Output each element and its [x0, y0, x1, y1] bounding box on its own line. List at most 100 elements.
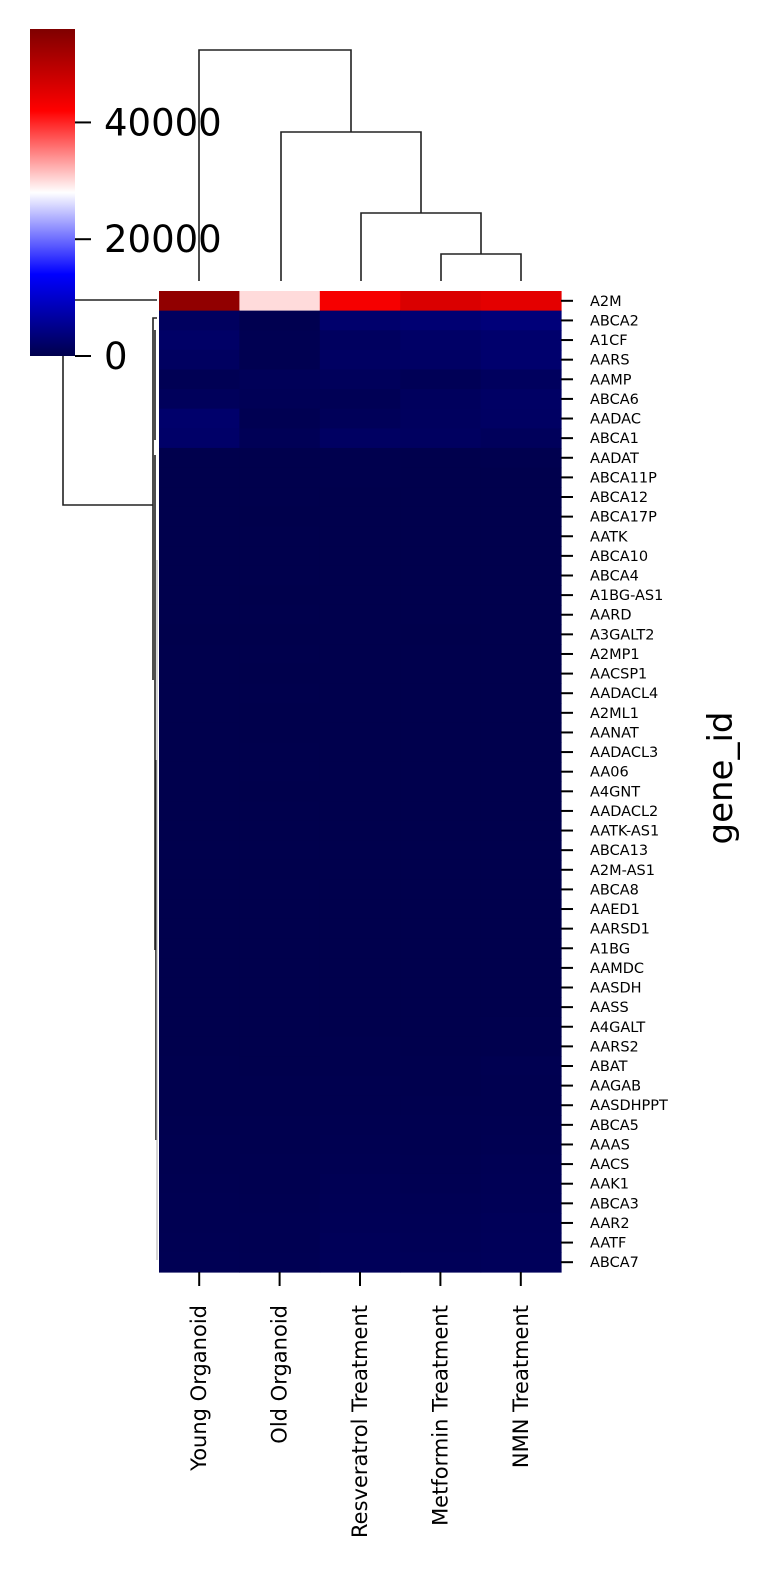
- heatmap-cell: [400, 526, 482, 547]
- heatmap-cell: [159, 1115, 240, 1136]
- heatmap-cell: [319, 683, 401, 704]
- heatmap-cell: [480, 879, 562, 900]
- heatmap-cell: [319, 585, 401, 606]
- heatmap-cell: [480, 1252, 562, 1273]
- heatmap-cell: [400, 820, 482, 841]
- heatmap-cell: [239, 742, 321, 763]
- heatmap-cell: [480, 958, 562, 979]
- heatmap-cell: [159, 1095, 240, 1116]
- heatmap-cell: [319, 526, 401, 547]
- heatmap-cell: [480, 1056, 562, 1077]
- row-label: ABCA7: [590, 1255, 639, 1271]
- heatmap-cell: [239, 585, 321, 606]
- col-dendro-link: [440, 253, 522, 281]
- heatmap-cell: [239, 330, 321, 351]
- heatmap-cell: [159, 565, 240, 586]
- heatmap-cell: [400, 761, 482, 783]
- row-label: ABCA17P: [590, 510, 657, 526]
- row-label: AADACL2: [590, 804, 658, 820]
- heatmap-cell: [239, 447, 321, 469]
- heatmap-cell: [480, 1213, 562, 1234]
- heatmap-cell: [319, 369, 401, 390]
- heatmap-cell: [159, 938, 240, 959]
- row-label: A1CF: [590, 333, 628, 349]
- heatmap-cell: [239, 310, 321, 331]
- heatmap-grid: [159, 291, 562, 1273]
- row-dendrogram: [62, 299, 157, 1140]
- heatmap-cell: [400, 997, 482, 1018]
- heatmap-cell: [159, 1154, 240, 1175]
- heatmap-cell: [239, 840, 321, 861]
- row-label: AATK: [590, 529, 628, 545]
- row-label: AAMDC: [590, 961, 644, 977]
- heatmap-cell: [319, 997, 401, 1018]
- heatmap-cell: [319, 1075, 401, 1097]
- heatmap-cell: [400, 506, 482, 528]
- heatmap-cell: [159, 1036, 240, 1057]
- heatmap-cell: [400, 938, 482, 959]
- heatmap-cell: [159, 624, 240, 645]
- colorbar: [30, 29, 75, 356]
- heatmap-cell: [319, 879, 401, 900]
- heatmap-cell: [480, 1075, 562, 1097]
- heatmap-cell: [159, 526, 240, 547]
- heatmap-cell: [480, 1134, 562, 1155]
- row-label: ABCA13: [590, 843, 648, 859]
- heatmap-cell: [400, 703, 482, 724]
- heatmap-cell: [159, 742, 240, 763]
- heatmap-cell: [319, 761, 401, 783]
- column-label: Metformin Treatment: [428, 1305, 452, 1526]
- heatmap-cell: [319, 604, 401, 626]
- heatmap-cell: [239, 977, 321, 998]
- heatmap-cell: [400, 546, 482, 567]
- row-labels: A2M ABCA2 A1CF AARS AAMP ABCA6 AADAC ABCA1 AADAT…: [561, 294, 668, 1271]
- heatmap-cell: [480, 859, 562, 881]
- row-label: AASS: [590, 1000, 629, 1016]
- row-label: ABCA6: [590, 392, 639, 408]
- heatmap-cell: [239, 958, 321, 979]
- heatmap-cell: [239, 1232, 321, 1253]
- row-label: AANAT: [590, 725, 639, 741]
- heatmap-cell: [480, 997, 562, 1018]
- heatmap-cell: [319, 487, 401, 508]
- heatmap-cell: [239, 663, 321, 684]
- row-label: A2MP1: [590, 647, 640, 663]
- heatmap-cell: [400, 330, 482, 351]
- heatmap-cell: [159, 310, 240, 331]
- heatmap-cell: [159, 722, 240, 743]
- heatmap-cell: [319, 1056, 401, 1077]
- heatmap-cell: [480, 663, 562, 684]
- colorbar-tick-label: 40000: [104, 101, 222, 144]
- heatmap-cell: [239, 801, 321, 822]
- row-label: ABCA3: [590, 1196, 639, 1212]
- heatmap-cell: [319, 644, 401, 665]
- heatmap-cell: [239, 565, 321, 586]
- heatmap-cell: [239, 781, 321, 802]
- row-label: A1BG-AS1: [590, 588, 663, 604]
- heatmap-cell: [400, 487, 482, 508]
- heatmap-cell: [319, 663, 401, 684]
- heatmap-cell: [319, 1115, 401, 1136]
- heatmap-cell: [239, 722, 321, 743]
- heatmap-cell: [480, 683, 562, 704]
- row-label: AARS: [590, 353, 630, 369]
- heatmap-cell: [159, 781, 240, 802]
- col-dendro-link: [360, 212, 482, 281]
- heatmap-cell: [480, 722, 562, 743]
- heatmap-cell: [480, 428, 562, 449]
- row-label: AAAS: [590, 1137, 630, 1153]
- heatmap-cell: [480, 1154, 562, 1175]
- heatmap-cell: [159, 585, 240, 606]
- heatmap-cell: [400, 1154, 482, 1175]
- heatmap-cell: [319, 467, 401, 488]
- row-label: AAMP: [590, 372, 632, 388]
- heatmap-cell: [400, 428, 482, 449]
- heatmap-cell: [159, 1213, 240, 1234]
- heatmap-cell: [239, 1252, 321, 1273]
- heatmap-cell: [400, 840, 482, 861]
- heatmap-cell: [159, 487, 240, 508]
- heatmap-cell: [400, 1115, 482, 1136]
- heatmap-cell: [239, 389, 321, 410]
- heatmap-cell: [239, 703, 321, 724]
- heatmap-cell: [239, 683, 321, 704]
